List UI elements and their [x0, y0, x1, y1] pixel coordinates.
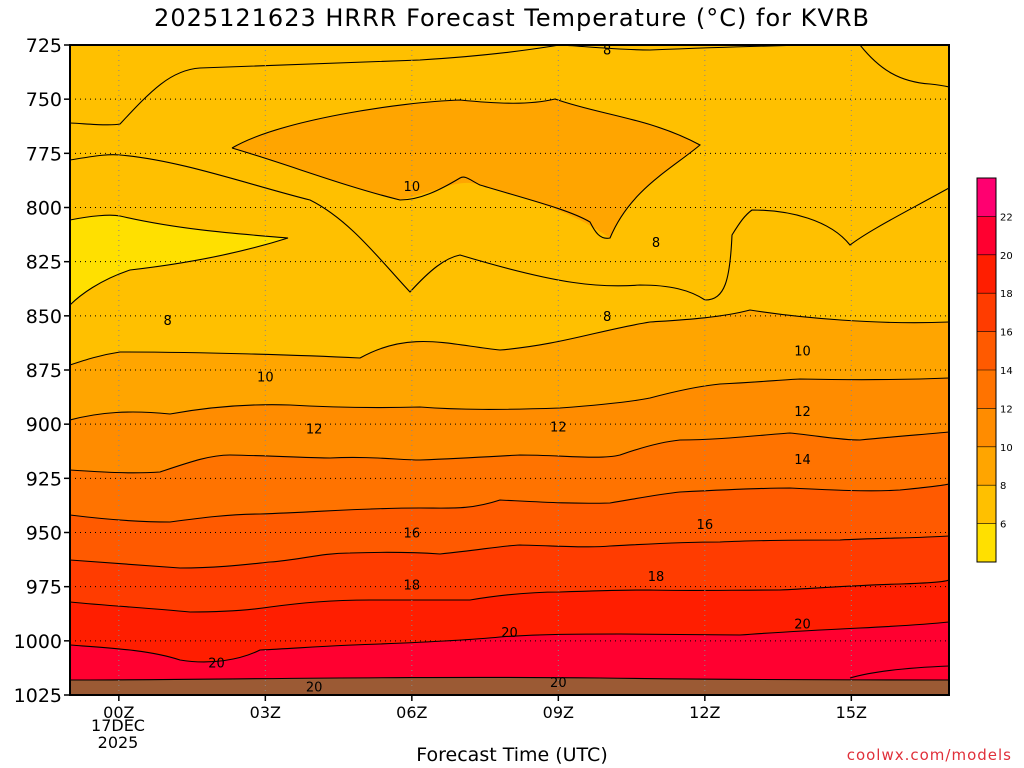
colorbar-label-8: 8 — [1000, 481, 1006, 492]
credit-text: coolwx.com/models — [846, 746, 1012, 764]
x-date-line-2: 2025 — [97, 733, 139, 752]
x-date-line-1: 17DEC — [91, 716, 145, 735]
contour-label-8: 12 — [550, 420, 567, 435]
contour-label-6: 10 — [794, 345, 811, 360]
contour-line-upper-4 — [70, 154, 949, 301]
contour-label-17: 20 — [208, 657, 225, 672]
contour-label-1: 10 — [404, 180, 421, 195]
contour-line-c14 — [70, 483, 949, 523]
x-tick-label-09Z: 09Z — [543, 703, 574, 722]
colorbar-label-10: 10 — [1000, 443, 1013, 454]
contour-line-c18 — [70, 579, 949, 613]
contour-label-14: 18 — [648, 570, 665, 585]
colorbar-swatch-1 — [977, 485, 996, 524]
contour-line-upper-0 — [559, 45, 811, 51]
contour-line-upper-6 — [70, 309, 949, 366]
y-tick-label-725: 725 — [26, 35, 62, 57]
y-tick-label-875: 875 — [26, 360, 62, 382]
contour-label-9: 12 — [794, 405, 811, 420]
chart-title: 2025121623 HRRR Forecast Temperature (°C… — [154, 4, 870, 32]
contour-line-surface-right — [849, 665, 949, 679]
y-tick-label-750: 750 — [26, 89, 62, 111]
y-tick-label-1025: 1025 — [14, 685, 62, 707]
contour-label-4: 8 — [603, 310, 611, 325]
colorbar-swatch-5 — [977, 331, 996, 370]
colorbar-label-14: 14 — [1000, 366, 1013, 377]
y-tick-label-1000: 1000 — [14, 631, 62, 653]
x-tick-label-15Z: 15Z — [836, 703, 867, 722]
colorbar-swatch-8 — [977, 216, 996, 255]
colorbar-label-18: 18 — [1000, 289, 1013, 300]
contour-label-0: 8 — [603, 43, 611, 58]
x-tick-label-12Z: 12Z — [689, 703, 720, 722]
y-tick-label-950: 950 — [26, 523, 62, 545]
contour-label-13: 18 — [404, 579, 421, 594]
contour-label-7: 12 — [306, 423, 323, 438]
colorbar-label-6: 6 — [1000, 520, 1006, 531]
colorbar-label-16: 16 — [1000, 328, 1013, 339]
contour-line-upper-3 — [231, 98, 701, 239]
contour-label-10: 14 — [794, 453, 811, 468]
contour-label-19: 20 — [550, 676, 567, 691]
band-10-12-upper — [232, 99, 700, 238]
x-tick-label-06Z: 06Z — [396, 703, 427, 722]
contour-label-16: 20 — [794, 618, 811, 633]
contour-label-18: 20 — [306, 680, 323, 695]
contour-label-3: 8 — [164, 314, 172, 329]
y-tick-label-850: 850 — [26, 306, 62, 328]
contour-label-5: 10 — [257, 371, 274, 386]
colorbar-swatch-7 — [977, 254, 996, 294]
contour-label-15: 20 — [501, 626, 518, 641]
colorbar-swatch-3 — [977, 408, 996, 447]
contour-line-c10 — [70, 377, 949, 421]
colorbar-label-22: 22 — [1000, 212, 1013, 223]
contour-label-12: 16 — [697, 518, 714, 533]
y-tick-label-925: 925 — [26, 468, 62, 490]
contour-line-c12 — [70, 431, 949, 474]
x-axis-label: Forecast Time (UTC) — [416, 744, 608, 766]
band-6-8 — [70, 215, 288, 305]
contour-line-c20 — [70, 621, 949, 663]
contour-label-11: 16 — [404, 527, 421, 542]
colorbar-swatch-6 — [977, 293, 996, 332]
y-tick-label-800: 800 — [26, 198, 62, 220]
x-tick-label-03Z: 03Z — [250, 703, 281, 722]
colorbar-label-20: 20 — [1000, 251, 1013, 262]
ground-band — [70, 677, 949, 695]
contour-label-2: 8 — [652, 236, 660, 251]
contour-line-surface — [70, 676, 949, 681]
contour-line-upper-1 — [859, 45, 949, 88]
y-tick-label-900: 900 — [26, 414, 62, 436]
colorbar-swatch-2 — [977, 446, 996, 486]
colorbar-label-12: 12 — [1000, 404, 1013, 415]
colorbar-swatch-9 — [977, 178, 996, 217]
y-tick-label-975: 975 — [26, 577, 62, 599]
y-tick-label-775: 775 — [26, 143, 62, 165]
band-c20 — [70, 622, 949, 695]
x-tick-label-00Z: 00Z — [103, 703, 134, 722]
y-tick-label-825: 825 — [26, 252, 62, 274]
colorbar-swatch-4 — [977, 370, 996, 409]
colorbar-swatch-0 — [977, 523, 996, 562]
contour-line-upper-2 — [70, 45, 561, 126]
contour-line-c16 — [70, 535, 949, 569]
band-8-10 — [70, 45, 949, 365]
